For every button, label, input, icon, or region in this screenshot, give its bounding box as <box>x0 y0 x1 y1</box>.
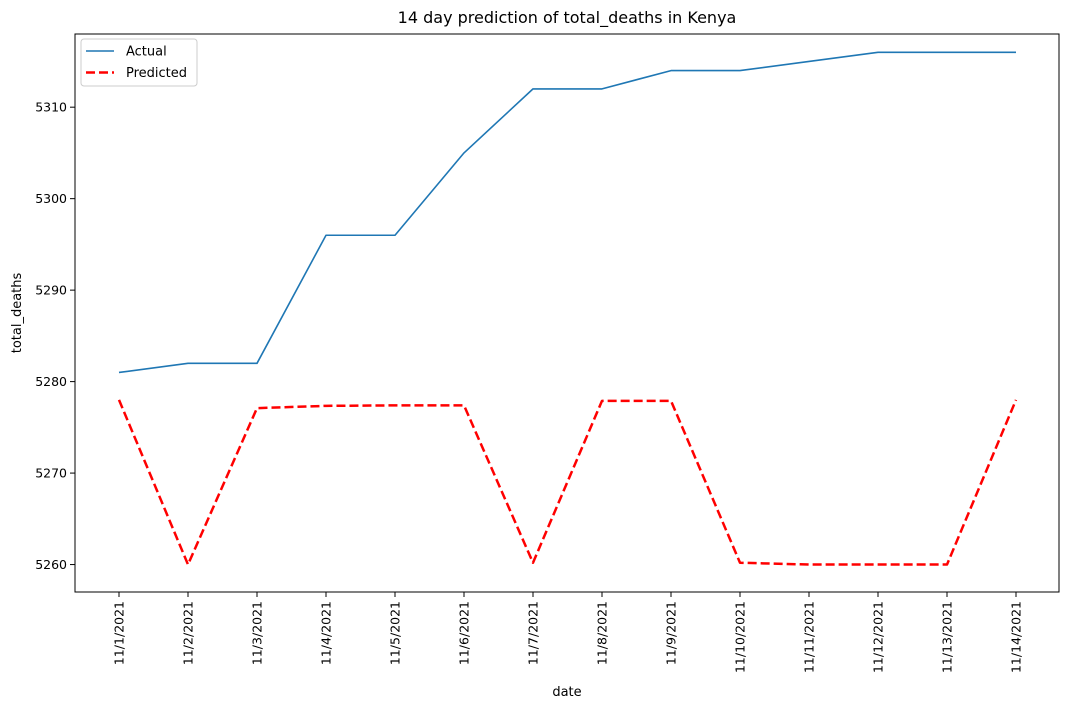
chart-title: 14 day prediction of total_deaths in Ken… <box>398 8 737 28</box>
x-tick-label: 11/9/2021 <box>664 601 679 665</box>
x-tick-label: 11/10/2021 <box>733 601 748 673</box>
series-line-actual <box>118 51 1016 374</box>
y-tick-label: 5310 <box>35 100 67 115</box>
y-tick-label: 5270 <box>35 466 67 481</box>
y-tick-label: 5260 <box>35 557 67 572</box>
x-tick-label: 11/5/2021 <box>388 601 403 665</box>
y-tick-label: 5280 <box>35 374 67 389</box>
x-tick-label: 11/3/2021 <box>250 601 265 665</box>
x-tick-label: 11/2/2021 <box>181 601 196 665</box>
y-tick-label: 5300 <box>35 191 67 206</box>
x-axis-ticks: 11/1/2021 11/2/2021 11/3/2021 11/4/2021 11/5… <box>112 592 1024 673</box>
x-tick-label: 11/8/2021 <box>595 601 610 665</box>
x-tick-label: 11/7/2021 <box>526 601 541 665</box>
x-axis-label: date <box>552 685 581 700</box>
y-axis-label: total_deaths <box>10 273 25 354</box>
x-tick-label: 11/13/2021 <box>940 601 955 673</box>
x-tick-label: 11/14/2021 <box>1009 601 1024 673</box>
x-tick-label: 11/12/2021 <box>871 601 886 673</box>
x-tick-label: 11/4/2021 <box>319 601 334 665</box>
y-tick-label: 5290 <box>35 283 67 298</box>
x-tick-label: 11/6/2021 <box>457 601 472 665</box>
x-tick-label: 11/11/2021 <box>802 601 817 673</box>
y-axis-ticks: 5260 5270 5280 5290 5300 5310 <box>35 100 75 572</box>
series-lines <box>117 51 1018 566</box>
series-line-predicted <box>117 399 1018 566</box>
plot-area <box>74 33 1060 593</box>
legend-label-predicted: Predicted <box>126 66 187 81</box>
x-tick-label: 11/1/2021 <box>112 601 127 665</box>
legend: Actual Predicted <box>80 38 198 87</box>
legend-label-actual: Actual <box>126 45 167 60</box>
